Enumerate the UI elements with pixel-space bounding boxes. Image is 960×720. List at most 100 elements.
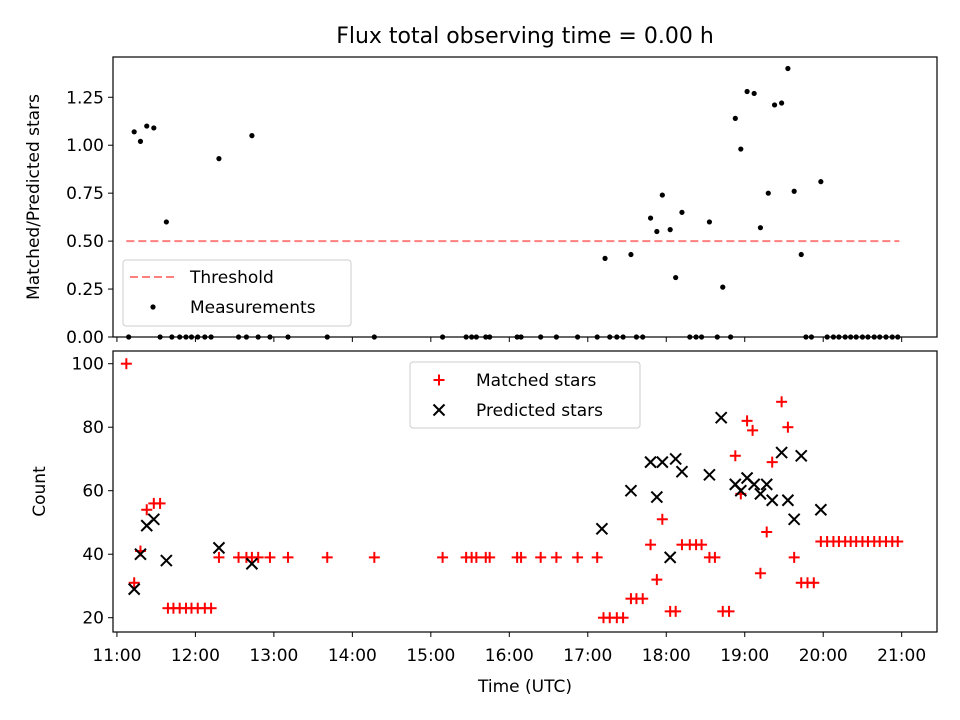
measurement-point — [744, 88, 750, 95]
bottom-y-tick-label: 40 — [82, 545, 104, 565]
predicted-star-point — [795, 449, 808, 462]
measurement-point — [679, 209, 685, 215]
measurement-point — [751, 90, 757, 97]
measurement-point — [798, 251, 804, 258]
predicted-star-point — [595, 522, 609, 536]
measurement-point — [249, 133, 255, 139]
matched-star-point — [747, 424, 759, 436]
matched-star-point — [368, 551, 380, 563]
matched-star-point — [729, 450, 741, 462]
measurement-point — [131, 129, 137, 135]
matched-star-point — [591, 551, 603, 563]
predicted-star-point — [134, 548, 147, 561]
top-chart: 0.00 0.25 0.50 0.75 1.00 1.25 Matched/Predicte… — [24, 56, 938, 348]
matched-star-point — [892, 536, 904, 548]
predicted-star-point — [781, 494, 795, 507]
legend-threshold-label: Threshold — [189, 268, 274, 288]
matched-star-point — [515, 551, 527, 563]
bottom-x-tick-label: 17:00 — [563, 646, 612, 666]
matched-star-point — [321, 551, 333, 563]
measurement-point — [818, 179, 824, 185]
top-y-tick-label: 0.00 — [66, 328, 104, 348]
matched-star-point — [120, 358, 132, 370]
predicted-star-point — [160, 554, 173, 567]
bottom-x-tick-label: 14:00 — [328, 646, 377, 666]
measurement-point — [779, 100, 785, 106]
top-y-axis-label: Matched/Predicted stars — [24, 94, 44, 300]
measurement-point — [667, 227, 673, 233]
matched-star-point — [617, 612, 629, 624]
matched-star-point — [572, 551, 584, 563]
matched-star-point — [656, 513, 668, 525]
top-y-tick-label: 1.25 — [66, 88, 104, 108]
measurement-point — [673, 274, 679, 281]
bottom-x-tick-label: 12:00 — [171, 646, 220, 666]
bottom-y-tick-label: 20 — [82, 609, 104, 629]
matched-star-point — [535, 551, 547, 563]
predicted-star-point — [760, 478, 773, 491]
predicted-star-point — [656, 455, 669, 469]
measurement-point — [151, 125, 157, 131]
top-y-tick-label: 0.50 — [66, 232, 104, 252]
measurement-point — [757, 225, 764, 231]
measurement-point — [137, 138, 144, 144]
top-axes-frame — [112, 56, 938, 338]
top-y-tick-label: 0.25 — [66, 280, 104, 300]
measurement-point — [706, 219, 713, 225]
bottom-x-tick-label: 15:00 — [406, 646, 455, 666]
measurement-point — [647, 215, 654, 221]
predicted-star-point — [650, 490, 664, 504]
legend-predicted-label: Predicted stars — [476, 401, 603, 421]
predicted-star-point — [787, 513, 801, 526]
predicted-star-point — [663, 551, 677, 564]
predicted-star-point — [765, 494, 779, 507]
bottom-chart: 20 40 60 80 100 11:00 12:00 13:00 14:00 15:00 16:0… — [30, 350, 938, 697]
top-legend-box — [122, 259, 352, 327]
matched-star-point — [252, 551, 264, 563]
matched-star-point — [776, 396, 788, 408]
bottom-x-tick-label: 19:00 — [720, 646, 769, 666]
x-axis-label: Time (UTC) — [477, 677, 572, 697]
matched-star-point — [761, 526, 773, 538]
matched-star-point — [128, 577, 140, 589]
predicted-star-point — [644, 455, 657, 469]
predicted-star-point — [747, 478, 761, 491]
legend-measurements-swatch — [150, 304, 156, 310]
measurement-point — [654, 228, 660, 235]
measurement-point — [602, 255, 608, 261]
predicted-star-point — [734, 484, 748, 497]
legend-predicted-swatch — [432, 403, 446, 417]
measurement-point — [659, 192, 665, 198]
top-y-tick-label: 0.75 — [66, 184, 104, 204]
legend-matched-label: Matched stars — [476, 371, 596, 391]
matched-star-point — [670, 605, 682, 617]
measurement-point — [738, 146, 744, 152]
bottom-y-tick-label: 80 — [82, 418, 104, 438]
matched-star-point — [788, 551, 800, 563]
matched-star-point — [651, 574, 663, 586]
predicted-star-point — [754, 487, 767, 501]
matched-star-point — [696, 539, 708, 551]
measurement-point — [144, 123, 150, 129]
measurement-point — [163, 219, 169, 225]
legend-measurements-label: Measurements — [190, 298, 316, 318]
predicted-star-point — [675, 465, 689, 478]
matched-star-point — [550, 551, 562, 563]
bottom-x-tick-label: 21:00 — [877, 646, 926, 666]
matched-star-point — [470, 551, 482, 563]
predicted-star-point — [624, 484, 638, 497]
bottom-y-axis-label: Count — [30, 466, 50, 517]
measurement-point — [791, 188, 797, 194]
measurement-point — [765, 190, 771, 196]
matched-star-point — [782, 421, 794, 433]
matched-star-point — [282, 551, 294, 563]
bottom-x-tick-label: 11:00 — [92, 646, 141, 666]
measurement-point — [720, 284, 726, 290]
measurement-point — [771, 102, 778, 108]
bottom-axes-frame — [112, 350, 938, 633]
predicted-star-point — [814, 503, 828, 516]
predicted-star-point — [212, 541, 226, 555]
predicted-star-point — [669, 452, 682, 466]
predicted-star-point — [703, 468, 716, 482]
